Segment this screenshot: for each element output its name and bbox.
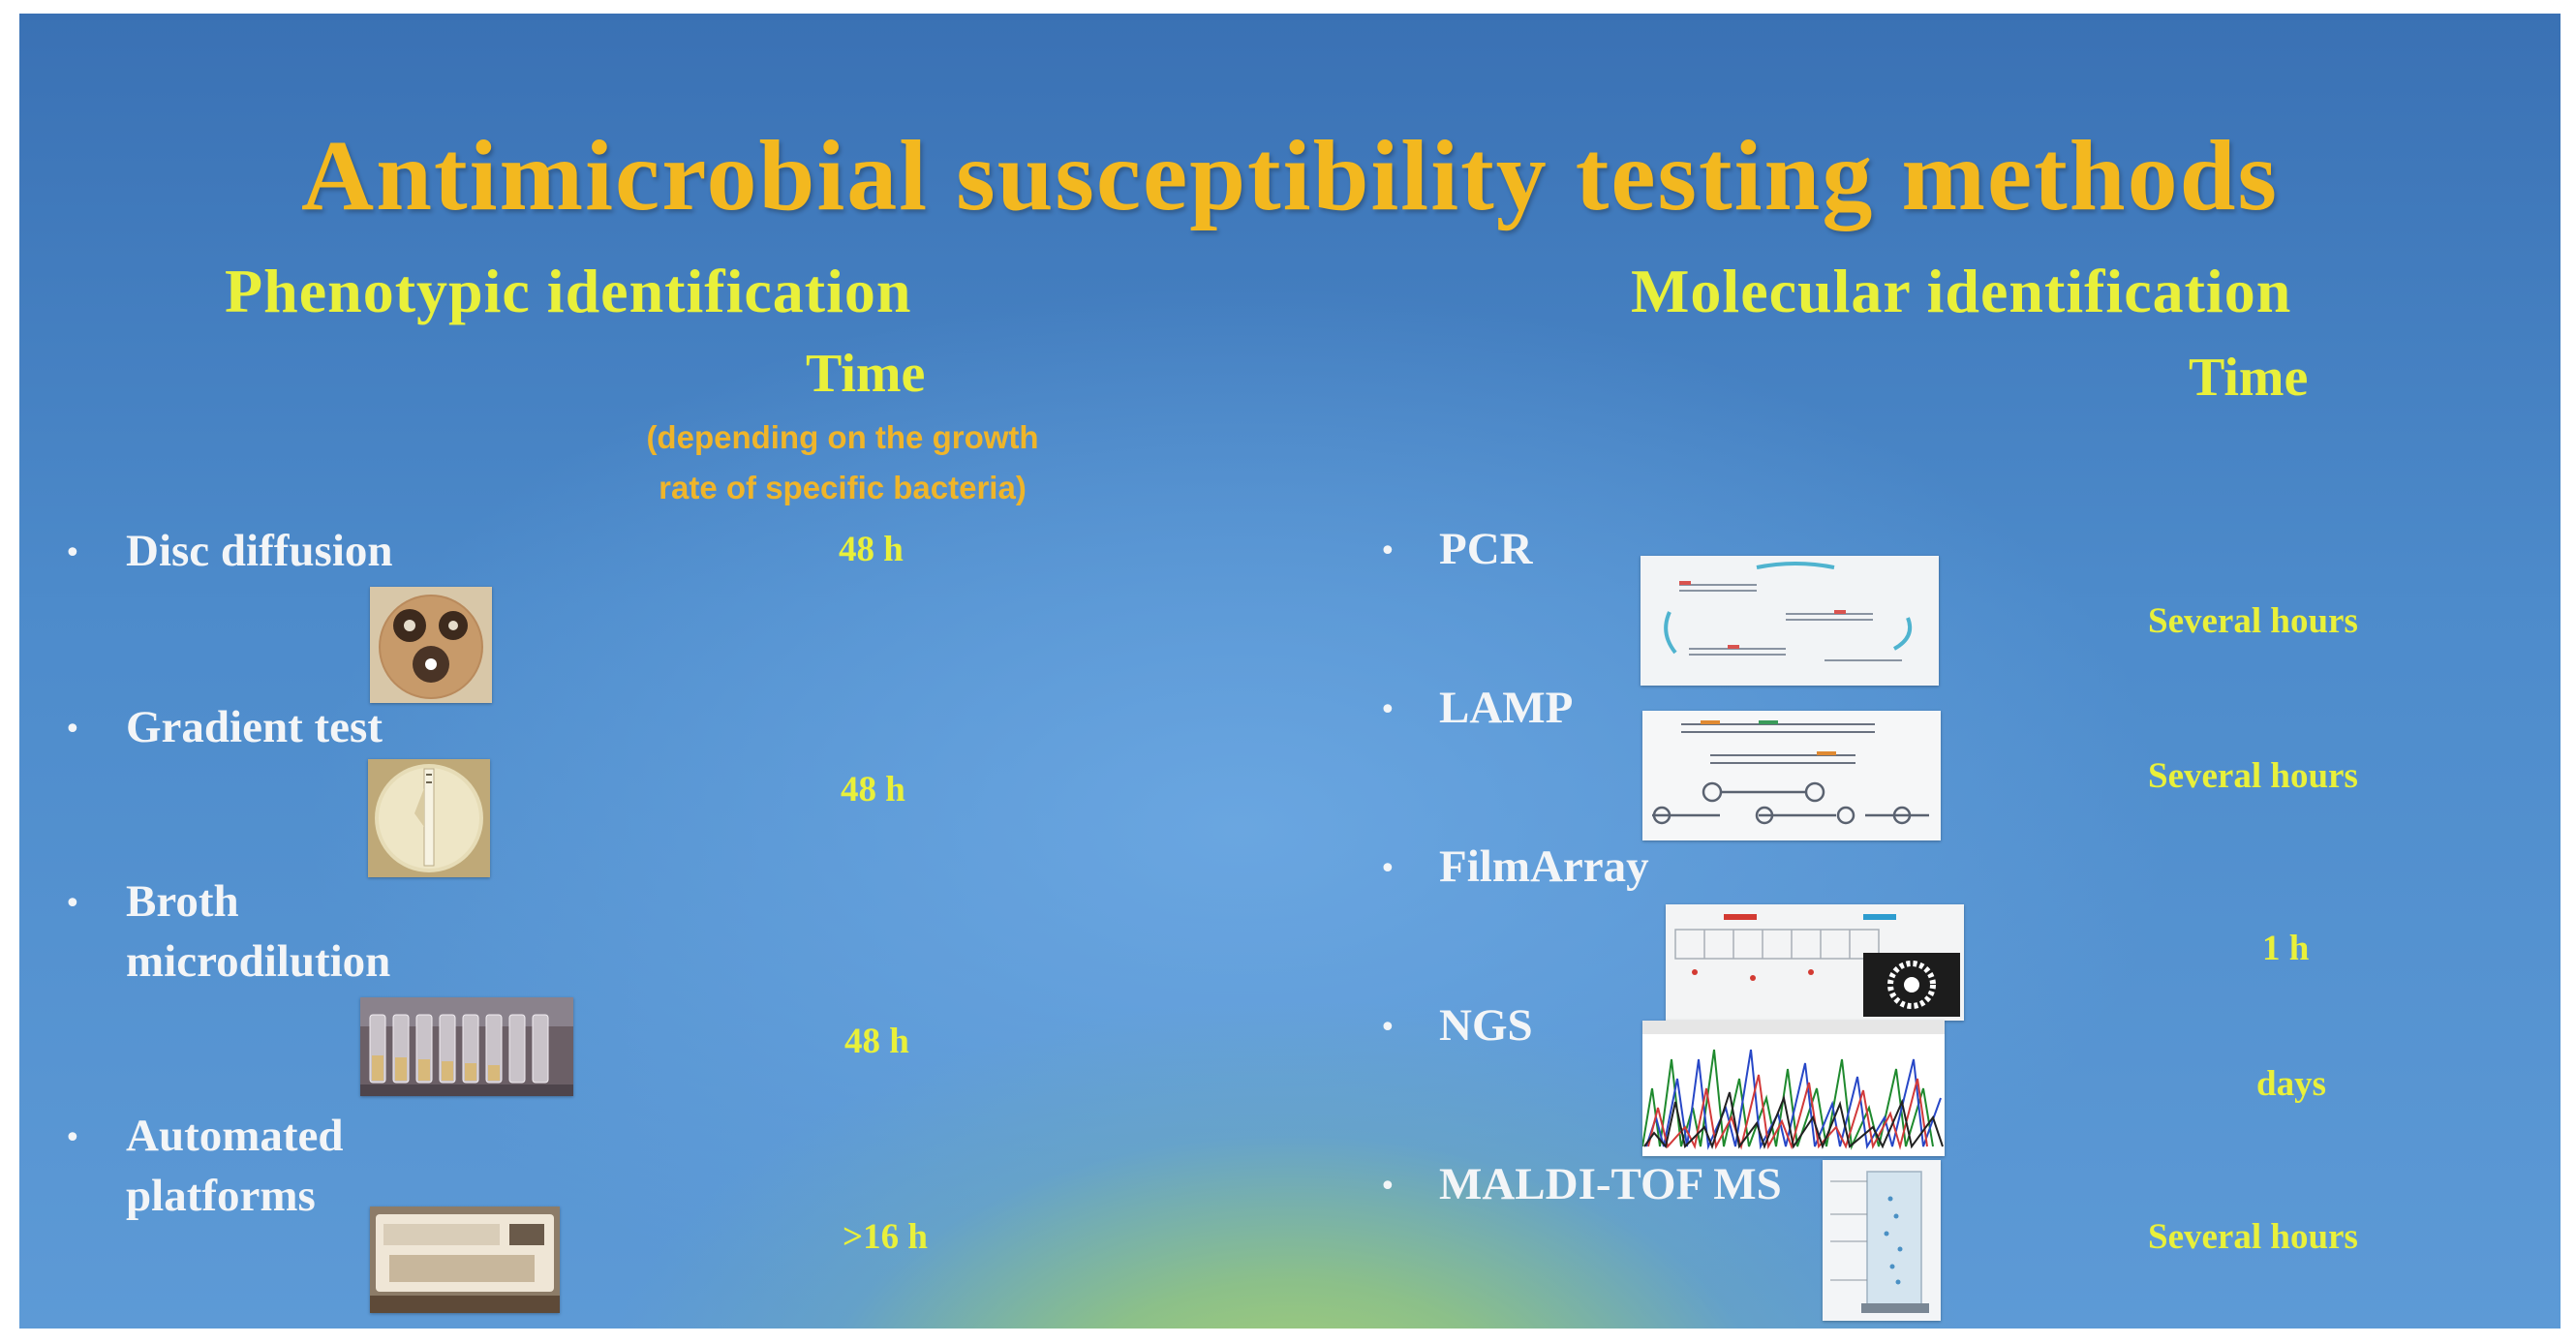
sequencing-chromatogram-image	[1642, 1021, 1945, 1156]
slide-title: Antimicrobial susceptibility testing met…	[301, 120, 2279, 231]
item-pcr: PCR	[1439, 524, 1533, 574]
phenotypic-time-heading: Time	[806, 344, 926, 404]
time-ngs: days	[2256, 1064, 2326, 1104]
item-ngs: NGS	[1439, 1000, 1533, 1051]
time-broth-microdilution: 48 h	[844, 1022, 909, 1061]
bullet-icon: •	[1379, 1011, 1396, 1045]
phenotypic-time-note: (depending on the growth rate of specifi…	[629, 412, 1056, 513]
phenotypic-heading: Phenotypic identification	[225, 257, 912, 325]
time-maldi-tof-ms: Several hours	[2148, 1217, 2358, 1257]
microdilution-tubes-image	[360, 997, 573, 1096]
time-filmarray: 1 h	[2262, 929, 2310, 968]
broth-label-line2: microdilution	[126, 936, 391, 987]
filmarray-pouch-image	[1666, 904, 1964, 1021]
time-pcr: Several hours	[2148, 601, 2358, 641]
item-maldi-tof-ms: MALDI-TOF MS	[1439, 1159, 1782, 1209]
bullet-icon: •	[64, 1121, 81, 1155]
automated-instrument-image	[370, 1207, 560, 1313]
bullet-icon: •	[64, 713, 81, 747]
lamp-amplification-diagram-image	[1642, 711, 1941, 840]
petri-dish-discs-image	[370, 587, 492, 703]
time-gradient-test: 48 h	[841, 770, 905, 809]
time-note-line1: (depending on the growth	[646, 419, 1039, 455]
time-disc-diffusion: 48 h	[839, 530, 904, 569]
time-lamp: Several hours	[2148, 756, 2358, 796]
molecular-time-heading: Time	[2189, 348, 2309, 408]
bullet-icon: •	[1379, 1170, 1396, 1204]
bullet-icon: •	[1379, 852, 1396, 886]
gradient-strip-plate-image	[368, 759, 490, 877]
bullet-icon: •	[1379, 693, 1396, 727]
item-filmarray: FilmArray	[1439, 841, 1649, 892]
item-broth-microdilution: Broth microdilution	[126, 871, 390, 992]
item-gradient-test: Gradient test	[126, 702, 383, 752]
time-note-line2: rate of specific bacteria)	[659, 470, 1027, 505]
bullet-icon: •	[1379, 535, 1396, 568]
automated-label-line1: Automated	[126, 1111, 344, 1161]
maldi-tof-schematic-image	[1823, 1160, 1941, 1321]
bullet-icon: •	[64, 536, 81, 570]
pcr-cycle-diagram-image	[1641, 556, 1939, 686]
item-lamp: LAMP	[1439, 683, 1574, 733]
bullet-icon: •	[64, 887, 81, 921]
item-automated-platforms: Automated platforms	[126, 1106, 344, 1226]
time-automated-platforms: >16 h	[843, 1217, 928, 1257]
broth-label-line1: Broth	[126, 876, 239, 927]
item-disc-diffusion: Disc diffusion	[126, 526, 393, 576]
automated-label-line2: platforms	[126, 1171, 316, 1221]
slide: Antimicrobial susceptibility testing met…	[19, 14, 2561, 1329]
molecular-heading: Molecular identification	[1631, 257, 2292, 325]
